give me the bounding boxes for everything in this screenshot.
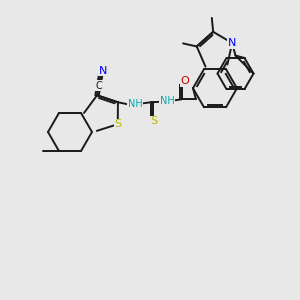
Text: S: S [114, 119, 121, 129]
Text: O: O [181, 76, 189, 86]
Text: C: C [95, 80, 102, 91]
Text: S: S [150, 116, 158, 126]
Text: N: N [99, 66, 107, 76]
Text: N: N [228, 38, 236, 48]
Text: NH: NH [160, 96, 174, 106]
Text: NH: NH [128, 99, 142, 109]
